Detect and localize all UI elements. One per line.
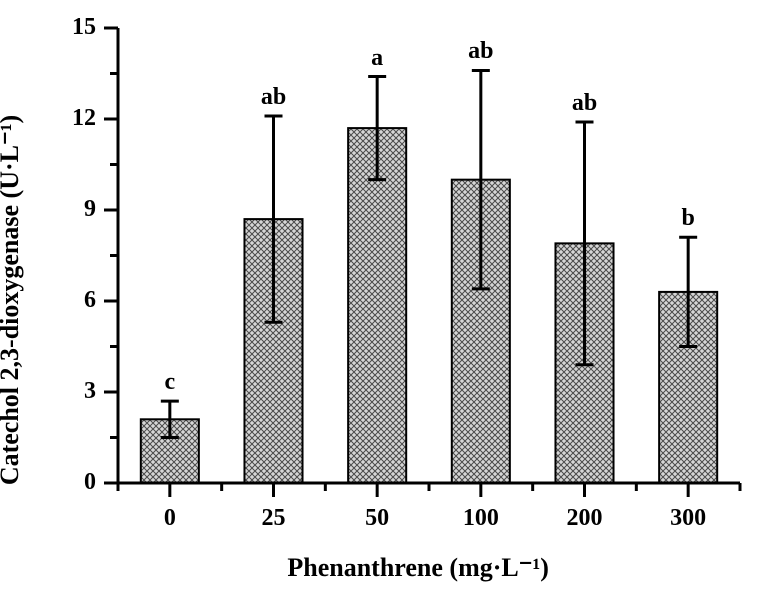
y-axis-label: Catechol 2,3-dioxygenase (U·L⁻¹) bbox=[0, 115, 25, 485]
y-tick-label: 6 bbox=[84, 287, 96, 314]
significance-label: ab bbox=[261, 84, 286, 111]
significance-label: c bbox=[165, 369, 176, 396]
y-tick-label: 3 bbox=[84, 378, 96, 405]
bar bbox=[348, 128, 406, 483]
significance-label: ab bbox=[572, 90, 597, 117]
axes bbox=[118, 28, 740, 483]
significance-label: b bbox=[681, 205, 694, 232]
x-category-label: 300 bbox=[670, 505, 706, 532]
x-category-label: 100 bbox=[463, 505, 499, 532]
significance-label: ab bbox=[468, 38, 493, 65]
x-category-label: 50 bbox=[365, 505, 389, 532]
x-category-label: 0 bbox=[164, 505, 176, 532]
bar-chart bbox=[0, 0, 784, 601]
y-tick-label: 9 bbox=[84, 196, 96, 223]
significance-label: a bbox=[371, 45, 383, 72]
y-tick-label: 12 bbox=[72, 105, 96, 132]
x-category-label: 200 bbox=[567, 505, 603, 532]
y-tick-label: 0 bbox=[84, 469, 96, 496]
chart-container: Catechol 2,3-dioxygenase (U·L⁻¹) Phenant… bbox=[0, 0, 784, 601]
x-axis-label: Phenanthrene (mg·L⁻¹) bbox=[287, 553, 549, 583]
y-tick-label: 15 bbox=[72, 14, 96, 41]
x-category-label: 25 bbox=[262, 505, 286, 532]
